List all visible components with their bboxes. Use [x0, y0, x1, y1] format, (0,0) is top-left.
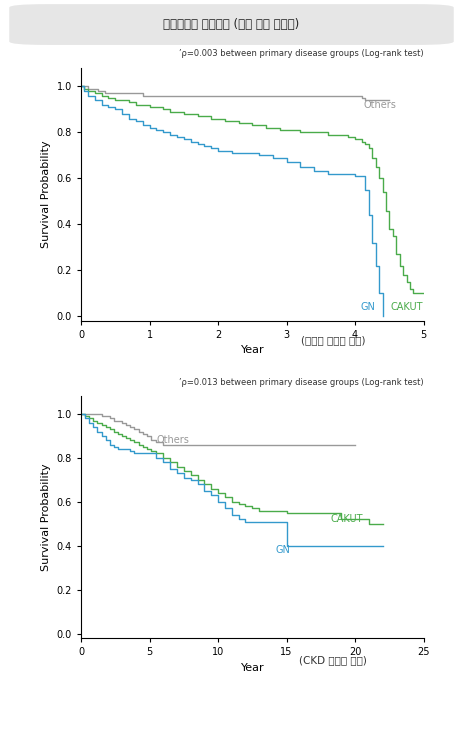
Text: (CKD 진단일 기준): (CKD 진단일 기준)	[300, 655, 367, 665]
X-axis label: Year: Year	[240, 663, 264, 673]
Y-axis label: Survival Probability: Survival Probability	[41, 140, 51, 248]
Text: ’ρ=0.013 between primary disease groups (Log-rank test): ’ρ=0.013 between primary disease groups …	[179, 378, 424, 387]
Text: 원인질환별 신장사건 (투석 또는 신이식): 원인질환별 신장사건 (투석 또는 신이식)	[163, 18, 300, 31]
Text: GN: GN	[275, 545, 290, 555]
Text: ’ρ=0.003 between primary disease groups (Log-rank test): ’ρ=0.003 between primary disease groups …	[179, 49, 424, 58]
Text: GN: GN	[361, 302, 375, 312]
Text: (동의서 서명일 기준): (동의서 서명일 기준)	[301, 335, 366, 346]
Y-axis label: Survival Probability: Survival Probability	[41, 464, 51, 571]
Text: CAKUT: CAKUT	[331, 514, 363, 525]
FancyBboxPatch shape	[9, 4, 454, 45]
Text: Others: Others	[156, 436, 189, 445]
Text: CAKUT: CAKUT	[391, 302, 423, 312]
Text: Others: Others	[363, 100, 396, 109]
X-axis label: Year: Year	[240, 346, 264, 356]
